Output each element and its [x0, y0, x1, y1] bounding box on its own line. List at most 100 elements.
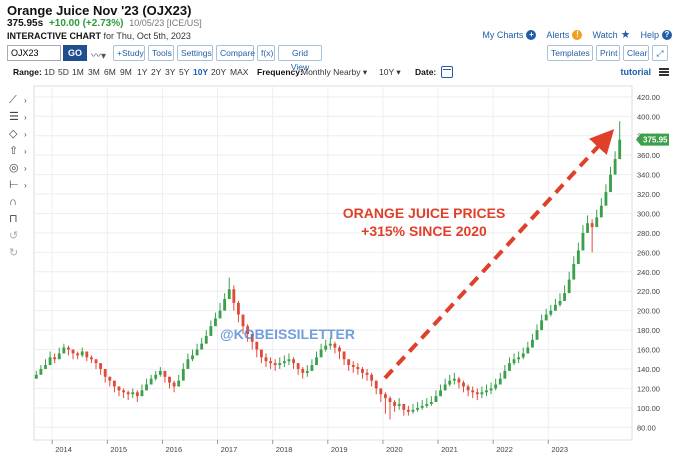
compare-button[interactable]: Compare	[216, 45, 255, 61]
candle-body	[558, 300, 562, 305]
candle-body	[80, 351, 84, 356]
range-1m[interactable]: 1M	[72, 67, 84, 77]
range-9m[interactable]: 9M	[120, 67, 132, 77]
tools-button[interactable]: Tools	[148, 45, 174, 61]
chart-for-date: for Thu, Oct 5th, 2023	[103, 31, 191, 41]
undo-icon[interactable]: ↺	[9, 230, 19, 242]
tutorial-link[interactable]: tutorial	[621, 67, 652, 77]
chart-style-icon[interactable]: 〰▾	[91, 51, 107, 62]
candle-body	[530, 339, 534, 348]
clear-button[interactable]: Clear	[623, 45, 649, 61]
y-tick-label: 260.00	[637, 248, 660, 257]
magnet-icon[interactable]: ∩	[9, 196, 17, 208]
candle-body	[379, 388, 383, 395]
candle-body	[595, 217, 599, 228]
expand-icon[interactable]: ⤢	[652, 45, 668, 61]
arrow-tool-icon[interactable]: ⇧ ›	[9, 145, 27, 157]
my-charts-link[interactable]: My Charts +	[482, 29, 537, 40]
candle-body	[457, 378, 461, 383]
range-max[interactable]: MAX	[230, 67, 249, 77]
candle-body	[99, 363, 103, 369]
candle-body	[76, 353, 80, 356]
annotation-line2: +315% SINCE 2020	[361, 223, 487, 239]
candle-body	[255, 341, 259, 350]
menu-icon[interactable]	[659, 68, 669, 76]
candle-body	[62, 347, 66, 354]
top-links: My Charts + Alerts ! Watch ★ Help ?	[482, 28, 672, 41]
candle-body	[282, 361, 286, 364]
candle-body	[448, 380, 452, 385]
period-select[interactable]: 10Y ▾	[379, 67, 401, 78]
candle-body	[131, 392, 135, 395]
lock-icon[interactable]: ⊓	[9, 213, 18, 225]
candle-body	[149, 378, 153, 385]
candle-body	[44, 365, 47, 369]
calendar-icon[interactable]	[441, 66, 453, 78]
print-button[interactable]: Print	[596, 45, 620, 61]
range-3m[interactable]: 3M	[88, 67, 100, 77]
frequency-select[interactable]: Monthly Nearby ▾	[301, 67, 367, 78]
candle-body	[305, 370, 309, 373]
redo-icon[interactable]: ↻	[9, 247, 19, 259]
candle-body	[204, 335, 208, 344]
candle-body	[122, 390, 126, 393]
candle-body	[416, 407, 420, 410]
help-link[interactable]: Help ?	[640, 29, 672, 40]
frequency-value: Monthly Nearby	[301, 67, 361, 77]
watch-link[interactable]: Watch ★	[592, 28, 630, 41]
watch-label: Watch	[592, 29, 618, 40]
candle-body	[342, 351, 346, 360]
candle-body	[434, 396, 438, 403]
alerts-link[interactable]: Alerts !	[546, 29, 583, 40]
period-value: 10Y	[379, 67, 394, 77]
settings-button[interactable]: Settings	[177, 45, 213, 61]
y-tick-label: 200.00	[637, 307, 660, 316]
candle-body	[278, 363, 282, 366]
range-5y[interactable]: 5Y	[179, 67, 190, 77]
symbol-input[interactable]	[7, 45, 61, 61]
measure-tool-icon[interactable]: ⊢ ›	[9, 179, 27, 191]
templates-button[interactable]: Templates	[547, 45, 593, 61]
candle-body	[324, 345, 328, 350]
fx-button[interactable]: f(x)	[257, 45, 275, 61]
range-20y[interactable]: 20Y	[211, 67, 227, 77]
candle-body	[333, 343, 337, 348]
candle-body	[250, 333, 254, 342]
candle-body	[241, 314, 245, 327]
candle-body	[53, 357, 57, 360]
range-1d[interactable]: 1D	[44, 67, 55, 77]
candle-body	[563, 293, 567, 301]
trend-arrow	[383, 129, 615, 380]
fib-tool-icon[interactable]: ☰ ›	[9, 111, 27, 123]
y-tick-label: 320.00	[637, 190, 660, 199]
last-price-marker: 375.95	[636, 133, 669, 146]
candle-body	[264, 357, 268, 362]
candle-body	[67, 347, 70, 350]
marker-tool-icon[interactable]: ◎ ›	[9, 162, 27, 174]
candle-body	[356, 367, 360, 369]
study-button[interactable]: +Study	[113, 45, 145, 61]
y-tick-label: 140.00	[637, 365, 660, 374]
range-1y[interactable]: 1Y	[137, 67, 148, 77]
range-3y[interactable]: 3Y	[165, 67, 176, 77]
range-bar: Range: 1D 5D 1M 3M 6M 9M 1Y 2Y 3Y 5Y 10Y…	[7, 66, 673, 79]
grid-view-button[interactable]: Grid View	[278, 45, 322, 72]
my-charts-label: My Charts	[482, 29, 524, 40]
go-button[interactable]: GO	[63, 45, 87, 61]
candle-body	[604, 192, 608, 206]
range-10y[interactable]: 10Y	[193, 67, 209, 77]
candle-body	[567, 279, 571, 294]
shape-tool-icon[interactable]: ◇ ›	[9, 128, 27, 140]
range-6m[interactable]: 6M	[104, 67, 116, 77]
date-label: Date:	[415, 67, 437, 77]
range-label: Range:	[13, 67, 42, 77]
line-tool-icon[interactable]: ⟋ ›	[9, 94, 27, 106]
candle-body	[370, 374, 374, 381]
range-2y[interactable]: 2Y	[151, 67, 162, 77]
candle-body	[154, 374, 158, 379]
candle-body	[383, 394, 387, 399]
candle-body	[172, 382, 176, 387]
candle-body	[319, 349, 323, 358]
range-5d[interactable]: 5D	[58, 67, 69, 77]
